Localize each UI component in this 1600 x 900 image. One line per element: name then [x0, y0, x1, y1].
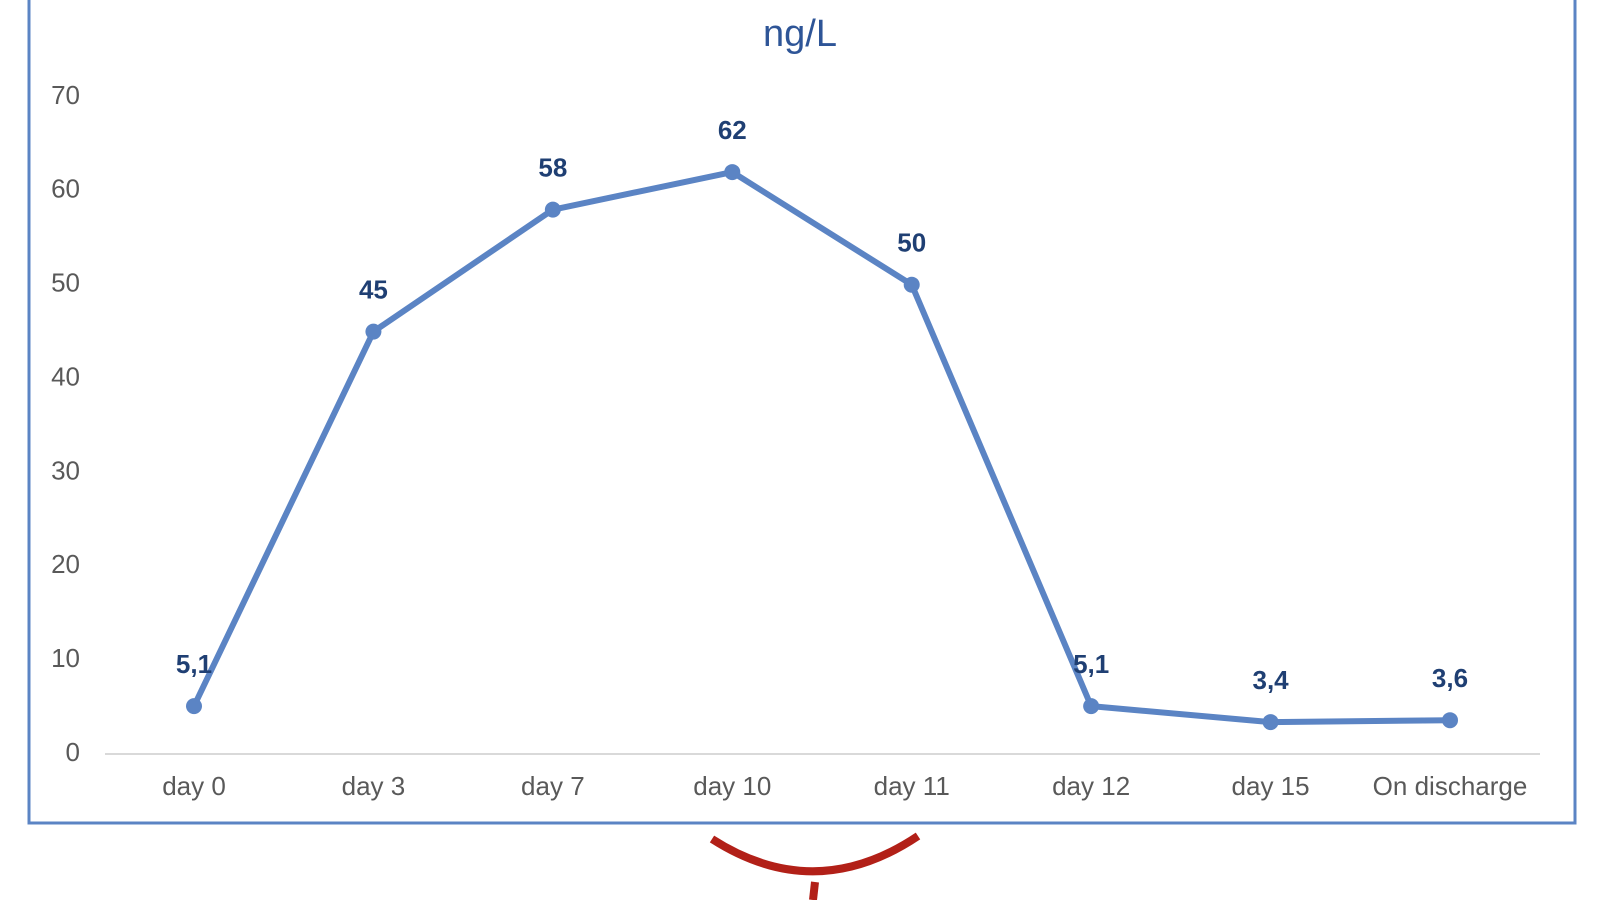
- x-tick-label: day 10: [693, 771, 771, 801]
- x-tick-label: day 11: [874, 771, 950, 801]
- y-tick-label: 0: [66, 737, 80, 767]
- y-tick-label: 30: [51, 455, 80, 485]
- chart-title: ng/L: [763, 13, 837, 55]
- decor-stem: [809, 881, 819, 900]
- data-point: [186, 698, 202, 715]
- data-label: 50: [897, 228, 926, 258]
- data-label: 45: [359, 275, 388, 305]
- x-tick-label: day 3: [342, 771, 406, 801]
- y-tick-label: 50: [51, 268, 80, 298]
- y-tick-label: 10: [51, 643, 80, 673]
- data-point: [1083, 698, 1100, 715]
- data-point: [724, 164, 741, 181]
- y-tick-label: 70: [51, 80, 80, 110]
- data-point: [903, 276, 920, 293]
- data-label: 58: [538, 153, 567, 183]
- y-tick-label: 60: [51, 174, 80, 204]
- data-label: 62: [718, 115, 747, 145]
- data-label: 5,1: [1073, 649, 1109, 679]
- y-tick-label: 40: [51, 361, 80, 391]
- x-tick-label: day 7: [521, 771, 585, 801]
- x-tick-label: day 12: [1052, 771, 1130, 801]
- x-tick-label: On discharge: [1373, 771, 1528, 801]
- decor-arc: [709, 832, 921, 876]
- y-tick-label: 20: [51, 549, 80, 579]
- x-tick-label: day 0: [162, 771, 226, 801]
- data-label: 3,6: [1432, 663, 1468, 693]
- x-tick-label: day 15: [1232, 771, 1310, 801]
- data-point: [1262, 714, 1279, 731]
- data-label: 3,4: [1252, 665, 1289, 695]
- data-point: [365, 323, 382, 340]
- data-line: [191, 169, 1451, 726]
- data-point: [544, 201, 561, 218]
- chart-frame: [27, 0, 1577, 825]
- data-point: [1442, 712, 1458, 729]
- data-label: 5,1: [176, 649, 212, 679]
